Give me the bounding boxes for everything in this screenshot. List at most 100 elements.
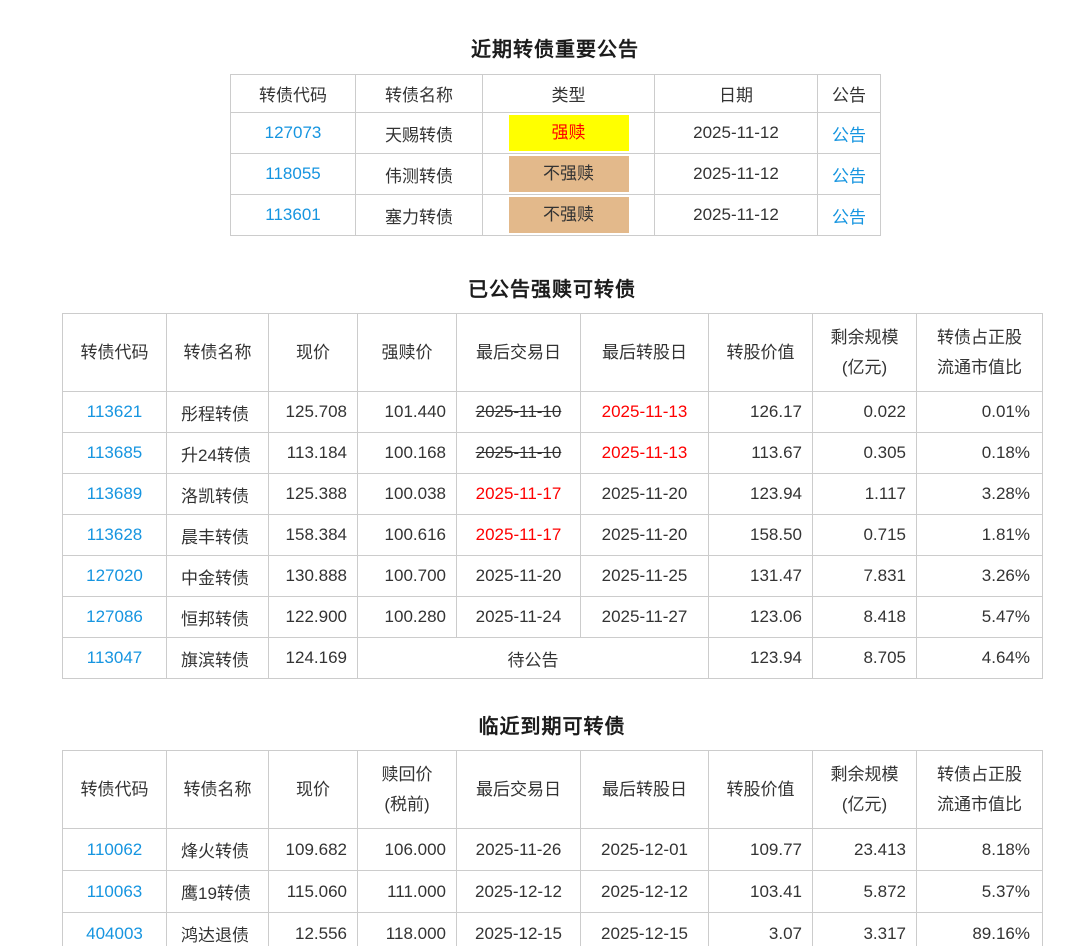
price-cell: 124.169: [268, 637, 358, 679]
last-trade-date-cell: 2025-11-26: [456, 828, 581, 871]
type-cell: 不强赎: [482, 153, 655, 195]
bond-code-link[interactable]: 113047: [86, 648, 143, 667]
redeem-price-cell: 100.168: [357, 432, 457, 474]
market-cap-ratio-cell: 5.47%: [916, 596, 1043, 638]
col-header-redeem-price: 强赎价: [357, 313, 457, 392]
date-cell: 2025-11-12: [654, 194, 818, 236]
last-trade-date-cell: 2025-11-10: [456, 391, 581, 433]
market-cap-ratio-cell: 0.18%: [916, 432, 1043, 474]
price-cell: 122.900: [268, 596, 358, 638]
bond-code-link[interactable]: 113628: [86, 525, 143, 544]
bond-code-cell: 113601: [230, 194, 356, 236]
near-maturity-section: 临近到期可转债 转债代码 转债名称 现价 赎回价 (税前) 最后交易日 最后转股日…: [62, 710, 1043, 946]
col-header-price: 现价: [268, 313, 358, 392]
forced-redemption-title: 已公告强赎可转债: [468, 279, 636, 301]
remaining-size-cell: 0.305: [812, 432, 917, 474]
bond-code-cell: 404003: [62, 912, 167, 946]
col-header-bond-code: 转债代码: [230, 74, 356, 113]
bond-name-cell: 恒邦转债: [166, 596, 269, 638]
near-maturity-title: 临近到期可转债: [478, 716, 626, 738]
bond-code-cell: 110063: [62, 870, 167, 913]
bond-code-link[interactable]: 113685: [86, 443, 143, 462]
redemption-price-cell: 111.000: [357, 870, 457, 913]
last-convert-date-cell: 2025-12-01: [580, 828, 709, 871]
convert-value-cell: 3.07: [708, 912, 813, 946]
convert-value-cell: 123.94: [708, 637, 813, 679]
remaining-size-cell: 5.872: [812, 870, 917, 913]
announcements-section: 近期转债重要公告 转债代码 转债名称 类型 日期 公告 127073 天赐转债 …: [230, 33, 881, 236]
bond-code-link[interactable]: 110062: [86, 839, 143, 859]
col-header-last-trade-date: 最后交易日: [456, 750, 581, 829]
price-cell: 125.388: [268, 473, 358, 515]
bond-name-cell: 中金转债: [166, 555, 269, 597]
announcement-cell: 公告: [817, 194, 881, 236]
col-header-convert-value: 转股价值: [708, 750, 813, 829]
remaining-size-cell: 0.715: [812, 514, 917, 556]
last-trade-date-cell: 2025-12-12: [456, 870, 581, 913]
bond-code-link[interactable]: 113601: [265, 205, 321, 224]
announcement-link[interactable]: 公告: [832, 207, 866, 227]
bond-code-cell: 127020: [62, 555, 167, 597]
bond-code-link[interactable]: 127073: [264, 123, 322, 142]
col-header-remaining-size: 剩余规模 (亿元): [812, 313, 917, 392]
table-row: 113047 旗滨转债 124.169 待公告 123.94 8.705 4.6…: [62, 637, 1043, 679]
bond-code-cell: 113685: [62, 432, 167, 474]
price-cell: 130.888: [268, 555, 358, 597]
bond-name-cell: 塞力转债: [355, 194, 483, 236]
bond-name-cell: 鸿达退债: [166, 912, 269, 946]
last-trade-date-cell: 2025-11-20: [456, 555, 581, 597]
market-cap-ratio-cell: 4.64%: [916, 637, 1043, 679]
convert-value-cell: 126.17: [708, 391, 813, 433]
price-cell: 115.060: [268, 870, 358, 913]
table-row: 113628 晨丰转债 158.384 100.616 2025-11-17 2…: [62, 514, 1043, 556]
bond-code-link[interactable]: 118055: [265, 164, 321, 183]
bond-code-link[interactable]: 113689: [86, 484, 143, 503]
table-row: 404003 鸿达退债 12.556 118.000 2025-12-15 20…: [62, 912, 1043, 946]
col-header-remaining-size: 剩余规模 (亿元): [812, 750, 917, 829]
bond-code-link[interactable]: 127020: [86, 566, 143, 585]
forced-redemption-table: 转债代码 转债名称 现价 强赎价 最后交易日 最后转股日 转股价值 剩余规模 (亿…: [62, 313, 1043, 679]
last-convert-date-cell: 2025-11-13: [580, 432, 709, 474]
announcement-link[interactable]: 公告: [832, 125, 866, 145]
col-header-last-trade-date: 最后交易日: [456, 313, 581, 392]
bond-code-cell: 110062: [62, 828, 167, 871]
bond-code-cell: 113621: [62, 391, 167, 433]
market-cap-ratio-cell: 1.81%: [916, 514, 1043, 556]
date-cell: 2025-11-12: [654, 153, 818, 195]
type-cell: 强赎: [482, 112, 655, 154]
market-cap-ratio-cell: 3.28%: [916, 473, 1043, 515]
remaining-size-cell: 1.117: [812, 473, 917, 515]
redeem-price-cell: 100.038: [357, 473, 457, 515]
market-cap-ratio-cell: 5.37%: [916, 870, 1043, 913]
bond-code-link[interactable]: 127086: [86, 607, 143, 626]
remaining-size-cell: 3.317: [812, 912, 917, 946]
bond-name-cell: 晨丰转债: [166, 514, 269, 556]
bond-code-link[interactable]: 113621: [86, 402, 143, 421]
last-convert-date-cell: 2025-11-20: [580, 473, 709, 515]
convert-value-cell: 103.41: [708, 870, 813, 913]
convert-value-cell: 131.47: [708, 555, 813, 597]
remaining-size-cell: 0.022: [812, 391, 917, 433]
last-convert-date-cell: 2025-12-12: [580, 870, 709, 913]
table-row: 113621 彤程转债 125.708 101.440 2025-11-10 2…: [62, 391, 1043, 433]
no-redeem-badge: 不强赎: [508, 197, 629, 233]
last-convert-date-cell: 2025-11-25: [580, 555, 709, 597]
announcements-table: 转债代码 转债名称 类型 日期 公告 127073 天赐转债 强赎 2025-1…: [230, 74, 881, 236]
announcement-link[interactable]: 公告: [832, 166, 866, 186]
table-row: 113601 塞力转债 不强赎 2025-11-12 公告: [230, 194, 881, 236]
table-row: 118055 伟测转债 不强赎 2025-11-12 公告: [230, 153, 881, 195]
bond-code-link[interactable]: 404003: [86, 923, 143, 943]
near-maturity-header-row: 转债代码 转债名称 现价 赎回价 (税前) 最后交易日 最后转股日 转股价值 剩余…: [62, 750, 1043, 829]
bond-code-cell: 113047: [62, 637, 167, 679]
last-trade-date-cell: 2025-11-10: [456, 432, 581, 474]
last-trade-date-cell: 2025-11-17: [456, 514, 581, 556]
announcements-header-row: 转债代码 转债名称 类型 日期 公告: [230, 74, 881, 113]
col-header-market-cap-ratio: 转债占正股 流通市值比: [916, 750, 1043, 829]
bond-code-cell: 127086: [62, 596, 167, 638]
bond-code-link[interactable]: 110063: [86, 881, 143, 901]
redeem-price-cell: 101.440: [357, 391, 457, 433]
last-convert-date-cell: 2025-11-13: [580, 391, 709, 433]
bond-name-cell: 旗滨转债: [166, 637, 269, 679]
remaining-size-cell: 7.831: [812, 555, 917, 597]
bond-name-cell: 洛凯转债: [166, 473, 269, 515]
